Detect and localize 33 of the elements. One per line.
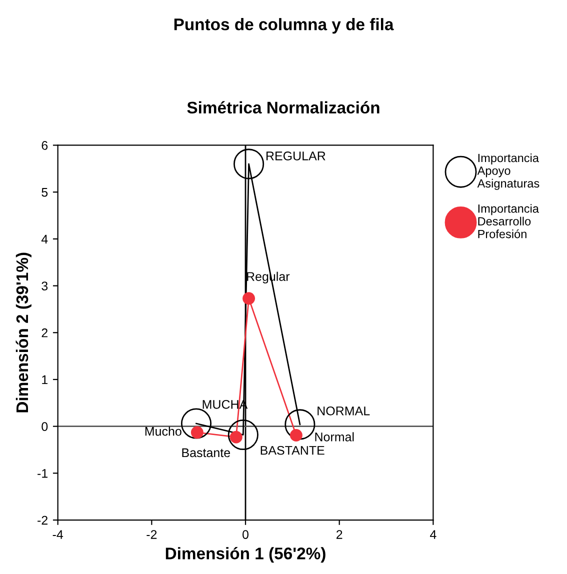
y-tick-label: 0	[42, 422, 48, 431]
point	[180, 408, 212, 439]
y-tick-label: -2	[38, 516, 48, 525]
y-tick-label: 6	[42, 141, 48, 150]
annotation: Bastante	[182, 448, 230, 458]
text: Importancia Desarrollo Profesión	[478, 204, 539, 238]
annotation: NORMAL	[318, 406, 370, 416]
x-tick-label: 2	[336, 530, 342, 539]
y-tick-label: 5	[42, 188, 48, 197]
x-tick-label: 4	[430, 530, 436, 539]
x-tick-label: -2	[146, 530, 157, 539]
y-tick-label: 2	[42, 328, 48, 338]
point	[234, 148, 264, 180]
annotation: REGULAR	[266, 152, 326, 160]
y-tick-label: 4	[41, 234, 48, 244]
y-tick-label: 1	[42, 375, 48, 384]
point	[242, 292, 256, 305]
annotation: Normal	[315, 432, 354, 442]
y-axis-title: Dimensión 2 (39'1%)	[16, 252, 32, 412]
annotation: Mucho	[145, 426, 182, 436]
annotation: BASTANTE	[260, 446, 324, 455]
y-tick-label: -1	[38, 469, 48, 478]
point	[190, 426, 204, 439]
chart-subtitle: Simétrica Normalización	[187, 101, 380, 114]
x-tick-label: -4	[52, 530, 64, 539]
x-axis-title: Dimensión 1 (56'2%)	[166, 546, 326, 563]
y-tick-label: 3	[42, 282, 48, 290]
chart-title: Puntos de columna y de fila	[174, 18, 394, 34]
point	[290, 428, 302, 442]
text: Importancia Apoyo Asignaturas	[477, 153, 540, 190]
x-tick-label: 0	[242, 530, 248, 539]
point	[230, 430, 242, 444]
point	[284, 409, 316, 440]
